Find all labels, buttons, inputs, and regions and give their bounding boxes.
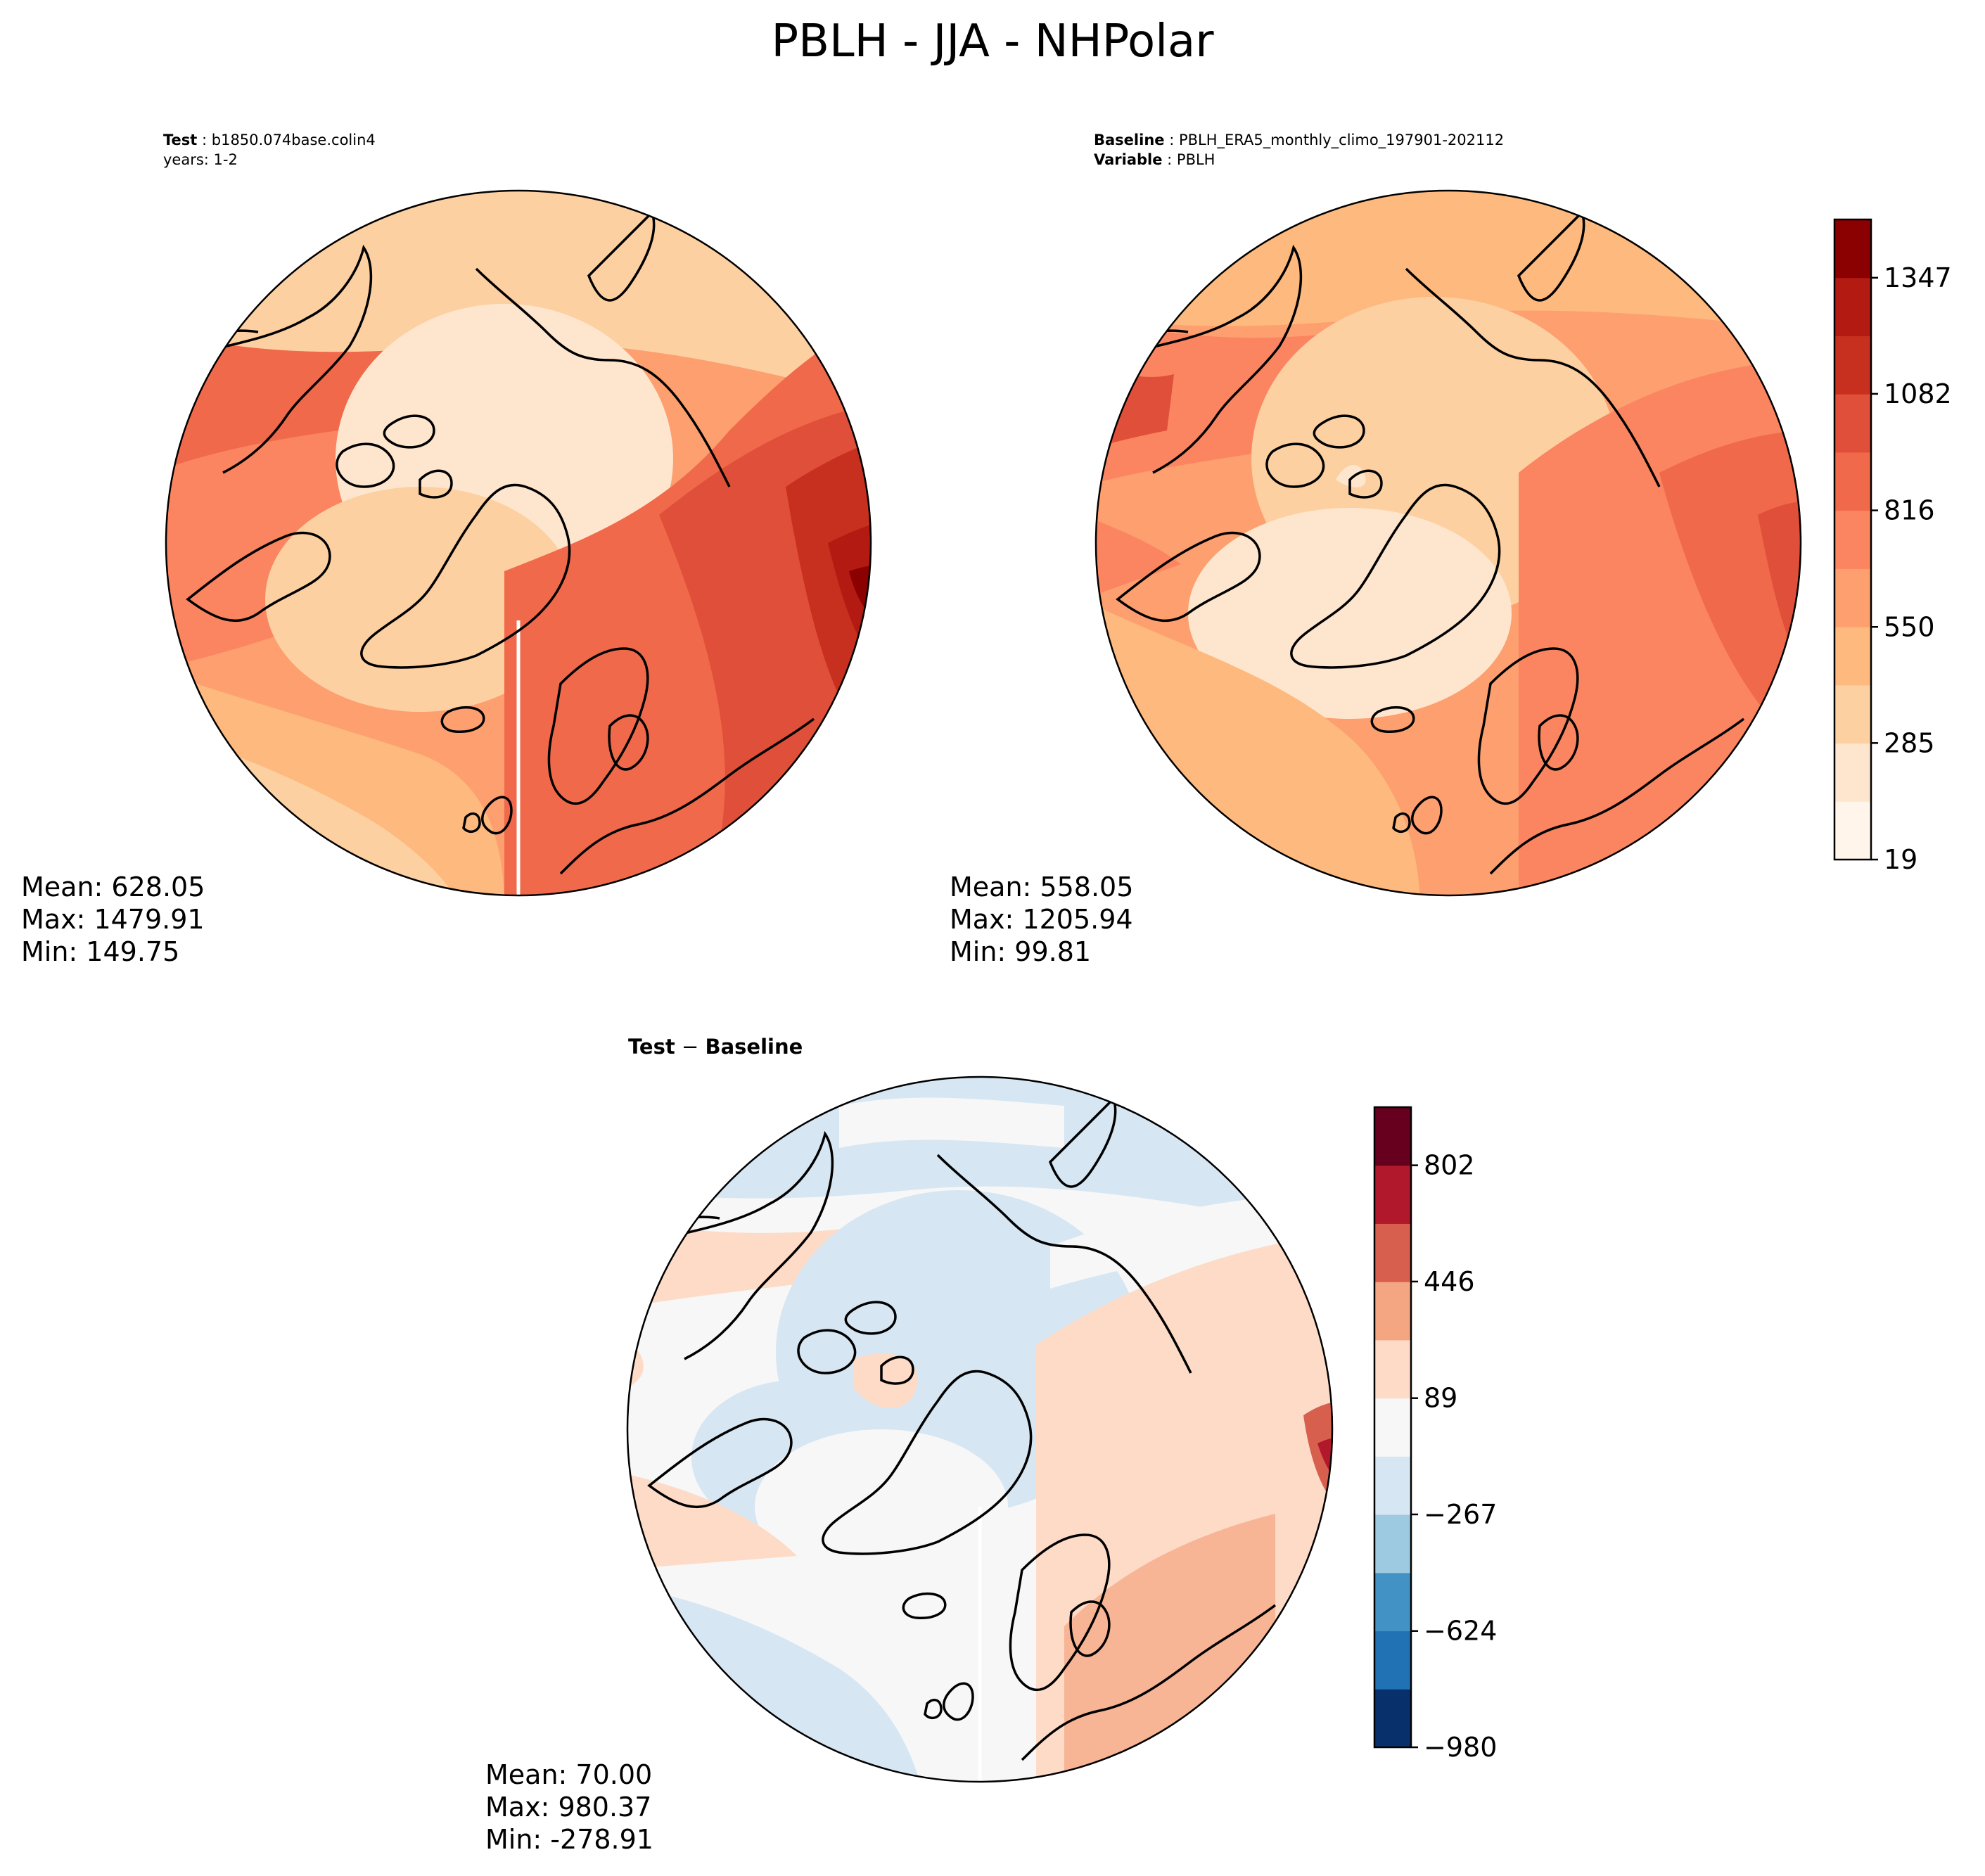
div-colorbar-segment <box>1374 1223 1411 1282</box>
figure-title: PBLH - JJA - NHPolar <box>771 15 1214 68</box>
div-colorbar-tick-label: 802 <box>1424 1150 1475 1181</box>
seq-colorbar-segment <box>1834 568 1871 627</box>
seq-colorbar-segment <box>1834 336 1871 395</box>
test-header-text: : b1850.074base.colin4 <box>197 132 375 148</box>
seq-colorbar-tick-label: 19 <box>1884 844 1917 875</box>
seq-colorbar-tick-label: 285 <box>1884 727 1935 758</box>
baseline-map <box>1094 189 1802 897</box>
colorbar-diverging: −980 −624 −267 89 446 802 <box>1373 1106 1497 1763</box>
seq-colorbar-segment <box>1834 627 1871 686</box>
diff-header-baseline: Baseline <box>705 1035 803 1059</box>
seq-colorbar-segment <box>1834 452 1871 511</box>
div-colorbar-segment <box>1374 1514 1411 1574</box>
div-colorbar-tick-label: 89 <box>1424 1383 1457 1414</box>
panel-diff: Test − Baseline <box>485 1035 1497 1855</box>
div-colorbar-segment <box>1374 1572 1411 1632</box>
diff-stat-min: Min: -278.91 <box>485 1824 653 1855</box>
diff-header-test: Test <box>628 1035 675 1059</box>
seq-colorbar-tick-label: 816 <box>1884 495 1935 526</box>
test-map <box>165 189 872 897</box>
baseline-stat-max: Max: 1205.94 <box>950 904 1133 935</box>
div-colorbar-tick-label: 446 <box>1424 1266 1475 1297</box>
baseline-variable-text: : PBLH <box>1162 151 1215 168</box>
div-colorbar-tick-label: −980 <box>1424 1732 1497 1763</box>
div-colorbar-segment <box>1374 1398 1411 1457</box>
baseline-header-bold: Baseline <box>1094 132 1165 148</box>
diff-stat-max: Max: 980.37 <box>485 1792 651 1823</box>
seq-colorbar-segment <box>1834 277 1871 336</box>
test-stat-min: Min: 149.75 <box>21 936 179 967</box>
div-colorbar-segment <box>1374 1282 1411 1341</box>
test-header-line1: Test : b1850.074base.colin4 <box>163 132 376 148</box>
baseline-header-line2: Variable : PBLH <box>1094 151 1215 168</box>
test-header-bold: Test <box>163 132 197 148</box>
div-colorbar-segment <box>1374 1456 1411 1515</box>
diff-header: Test − Baseline <box>628 1035 803 1059</box>
div-colorbar-segment <box>1374 1165 1411 1224</box>
baseline-header-line1: Baseline : PBLH_ERA5_monthly_climo_19790… <box>1094 132 1504 149</box>
seq-colorbar-segment <box>1834 510 1871 569</box>
test-header-line2: years: 1-2 <box>163 151 238 168</box>
baseline-stat-min: Min: 99.81 <box>950 936 1091 967</box>
baseline-variable-bold: Variable <box>1094 151 1162 168</box>
div-colorbar-segment <box>1374 1339 1411 1399</box>
seq-colorbar-tick-label: 1082 <box>1884 378 1952 409</box>
diff-map <box>626 1076 1334 1783</box>
panel-baseline: Baseline : PBLH_ERA5_monthly_climo_19790… <box>950 132 1952 967</box>
div-colorbar-tick-label: −624 <box>1424 1616 1497 1647</box>
div-colorbar-segment <box>1374 1107 1411 1166</box>
seq-colorbar-tick-label: 550 <box>1884 611 1935 642</box>
seq-colorbar-segment <box>1834 219 1871 279</box>
div-colorbar-tick-label: −267 <box>1424 1499 1497 1530</box>
seq-colorbar-segment <box>1834 394 1871 453</box>
div-colorbar-segment <box>1374 1631 1411 1690</box>
test-stat-max: Max: 1479.91 <box>21 904 205 935</box>
seq-colorbar-tick-label: 1347 <box>1884 262 1952 293</box>
seq-colorbar-segment <box>1834 684 1871 744</box>
panel-test: Test : b1850.074base.colin4 years: 1-2 <box>21 132 872 967</box>
diff-header-minus: − <box>675 1035 706 1059</box>
seq-colorbar-segment <box>1834 743 1871 802</box>
diff-stat-mean: Mean: 70.00 <box>485 1759 652 1790</box>
colorbar-sequential: 19 285 550 816 1082 1347 <box>1833 218 1952 875</box>
seq-colorbar-segment <box>1834 801 1871 860</box>
test-stat-mean: Mean: 628.05 <box>21 872 205 902</box>
baseline-header-text: : PBLH_ERA5_monthly_climo_197901-202112 <box>1165 132 1505 149</box>
div-colorbar-segment <box>1374 1689 1411 1748</box>
baseline-stat-mean: Mean: 558.05 <box>950 872 1133 902</box>
